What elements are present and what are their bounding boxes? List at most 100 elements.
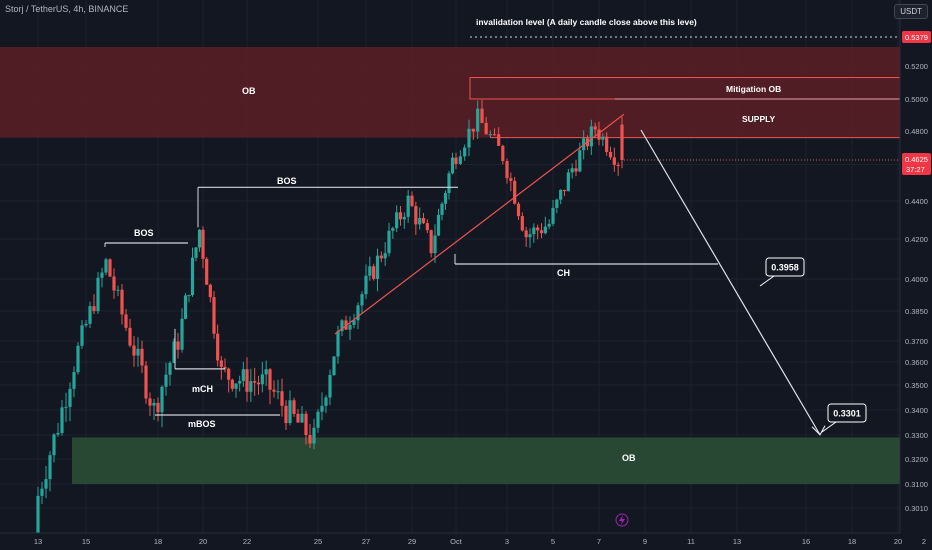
currency-button[interactable]: USDT	[894, 4, 928, 19]
time-tick-label: 20	[199, 537, 207, 546]
time-axis: 13 15 18 20 22 25 27 29 Oct 3 5 7 9 11 13 16 18 20 2	[0, 532, 926, 550]
candle-body	[124, 314, 128, 328]
candle-body	[52, 434, 56, 456]
candle-body	[551, 207, 555, 224]
candle-body	[120, 289, 124, 315]
candle-body	[532, 227, 536, 235]
candle-body	[176, 341, 180, 350]
candle-body	[260, 374, 264, 385]
candle-body	[256, 382, 261, 385]
time-tick-label: 15	[82, 537, 90, 546]
price-tick-label: 0.3100	[905, 480, 928, 489]
invalidation-label: invalidation level (A daily candle close…	[476, 17, 697, 27]
candle-body	[543, 226, 547, 234]
countdown-text: 37:27	[906, 165, 925, 174]
candle-body	[216, 333, 220, 361]
candle-body	[471, 128, 475, 132]
zones-layer	[0, 47, 901, 484]
candle-body	[136, 348, 140, 356]
price-tick-label: 0.3500	[905, 381, 928, 390]
candle-body	[104, 259, 108, 273]
price-tick-label: 0.4800	[905, 127, 928, 136]
candle-body	[387, 230, 391, 254]
price-tick-label: 0.3200	[905, 455, 928, 464]
mitigation-ob-label: Mitigation OB	[726, 84, 781, 94]
target-2-label: 0.3301	[833, 409, 861, 419]
time-tick-label: 7	[597, 537, 601, 546]
ob-bottom-label: OB	[622, 453, 636, 463]
candle-body	[336, 331, 340, 357]
candle-body	[253, 381, 257, 383]
candle-body	[501, 145, 505, 162]
candle-body	[100, 272, 104, 278]
time-tick-label: 13	[733, 537, 741, 546]
candle-body	[56, 432, 60, 435]
candle-body	[280, 391, 284, 406]
candle-body	[241, 369, 245, 381]
candle-body	[536, 227, 540, 231]
time-tick-label: 5	[551, 537, 555, 546]
price-tick-label: 0.3010	[905, 504, 928, 513]
candle-body	[340, 320, 344, 332]
symbol-title[interactable]: Storj / TetherUS, 4h, BINANCE	[5, 4, 129, 14]
candle-body	[84, 323, 88, 326]
projection-arrow-line	[640, 129, 821, 436]
candle-body	[249, 381, 253, 392]
ch-label: CH	[557, 268, 570, 278]
candle-body	[467, 128, 471, 148]
candle-body	[597, 129, 601, 140]
time-axis-bg	[0, 533, 900, 550]
candle-body	[48, 455, 52, 480]
candle-body	[96, 277, 100, 312]
candle-body	[395, 212, 399, 229]
candle-body	[304, 413, 308, 435]
candle-body	[528, 234, 532, 238]
price-axis-bg	[900, 0, 932, 533]
candle-body	[296, 413, 300, 423]
candle-body	[40, 488, 44, 496]
annotation-labels-layer: invalidation level (A daily candle close…	[134, 17, 867, 527]
price-tick-label: 0.3400	[905, 406, 928, 415]
time-tick-label: 11	[687, 537, 695, 546]
time-tick-label: 3	[505, 537, 509, 546]
candle-body	[92, 306, 96, 312]
candle-body	[324, 397, 328, 406]
candle-body	[238, 380, 242, 384]
candle-body	[368, 266, 372, 276]
candle-body	[555, 199, 559, 208]
candle-body	[148, 398, 152, 406]
candle-body	[201, 229, 205, 259]
candle-body	[223, 366, 227, 369]
time-tick-label: 9	[643, 537, 647, 546]
price-tick-label: 0.3300	[905, 431, 928, 440]
candle-body	[308, 434, 312, 444]
candle-body	[398, 212, 403, 220]
candle-body	[454, 157, 458, 164]
candle-body	[332, 356, 336, 376]
lightning-icon	[615, 513, 629, 527]
candle-body	[60, 407, 64, 433]
candle-body	[421, 218, 426, 224]
candle-body	[443, 193, 448, 204]
price-tick-label: 0.3600	[905, 358, 928, 367]
time-tick-label: 18	[154, 537, 162, 546]
candle-body	[116, 289, 120, 291]
target-1-box	[765, 257, 805, 277]
candle-body	[433, 235, 437, 254]
demand-ob-zone	[72, 437, 900, 484]
candle-body	[36, 495, 40, 547]
candle-body	[513, 180, 517, 204]
invalidation-price-tag	[902, 31, 931, 43]
candle-body	[360, 294, 364, 306]
price-tick-label: 0.4000	[905, 275, 928, 284]
candle-body	[156, 402, 160, 413]
bos-2-label: BOS	[277, 176, 297, 186]
candle-body	[436, 214, 441, 236]
candle-body	[476, 108, 480, 132]
candle-body	[227, 368, 231, 380]
candle-body	[64, 406, 68, 408]
candle-body	[168, 362, 172, 375]
mch-label: mCH	[192, 384, 213, 394]
rising-trendline	[334, 113, 625, 335]
